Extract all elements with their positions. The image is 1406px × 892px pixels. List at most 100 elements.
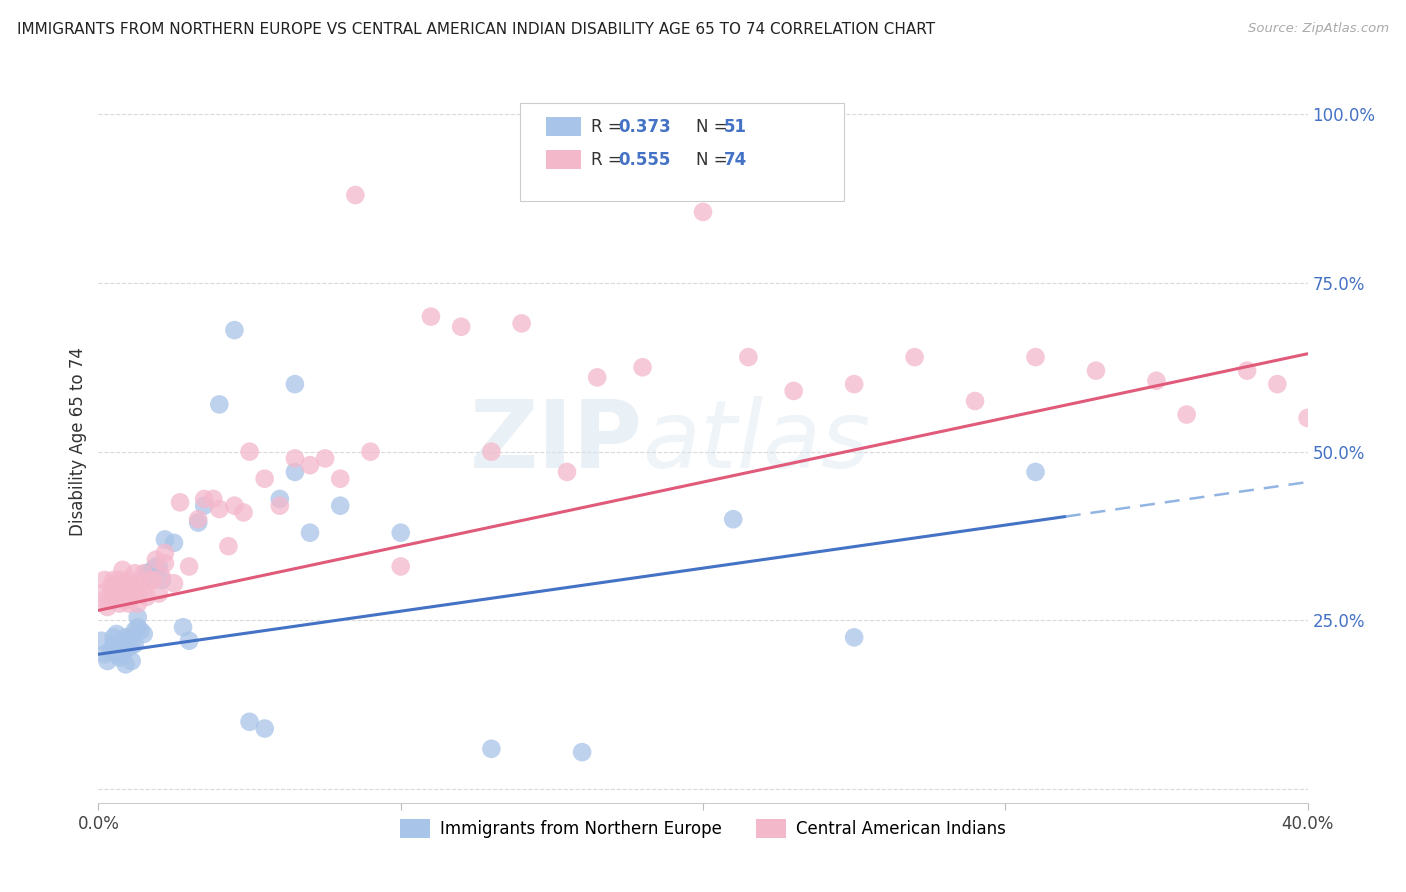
Point <box>284 465 307 479</box>
Text: 74: 74 <box>724 151 748 169</box>
Point <box>93 573 115 587</box>
Point <box>124 586 146 600</box>
Point <box>145 552 167 566</box>
Point <box>269 491 291 506</box>
Point <box>127 586 149 600</box>
Point <box>127 597 149 611</box>
Y-axis label: Disability Age 65 to 74: Disability Age 65 to 74 <box>69 347 87 536</box>
Point <box>129 624 152 638</box>
Point <box>631 360 654 375</box>
Point <box>132 627 155 641</box>
Point <box>172 620 194 634</box>
Point <box>202 491 225 506</box>
Point <box>169 495 191 509</box>
Point <box>360 444 382 458</box>
Point <box>142 563 165 577</box>
Point <box>586 370 609 384</box>
Point <box>108 597 131 611</box>
Text: R =: R = <box>591 151 627 169</box>
Point <box>145 559 167 574</box>
Point <box>124 637 146 651</box>
Point <box>253 722 276 736</box>
Point <box>124 566 146 581</box>
Point <box>108 640 131 655</box>
Point <box>1236 364 1258 378</box>
Point <box>571 745 593 759</box>
Point <box>118 573 141 587</box>
Text: ZIP: ZIP <box>470 395 643 488</box>
Point <box>105 627 128 641</box>
Point <box>1085 364 1108 378</box>
Text: atlas: atlas <box>643 396 870 487</box>
Point <box>105 580 128 594</box>
Point <box>114 631 136 645</box>
Point <box>1024 465 1046 479</box>
Point <box>111 637 134 651</box>
Point <box>135 590 157 604</box>
Point <box>163 536 186 550</box>
Point <box>965 394 987 409</box>
Point <box>555 465 578 479</box>
Point <box>105 590 128 604</box>
Point <box>284 377 307 392</box>
Point <box>783 384 806 398</box>
Point <box>193 499 215 513</box>
Point <box>139 573 162 587</box>
Point <box>844 631 866 645</box>
Point <box>187 516 209 530</box>
Point <box>114 593 136 607</box>
Point <box>284 451 307 466</box>
Point <box>127 620 149 634</box>
Point <box>93 593 115 607</box>
Point <box>187 512 209 526</box>
Point <box>299 458 322 472</box>
Point <box>737 350 759 364</box>
Point <box>1144 374 1167 388</box>
Point <box>118 631 141 645</box>
Point <box>132 566 155 581</box>
Point <box>111 583 134 598</box>
Text: R =: R = <box>591 118 627 136</box>
Text: 51: 51 <box>724 118 747 136</box>
Point <box>114 657 136 672</box>
Point <box>481 741 503 756</box>
Point <box>844 377 866 392</box>
Point <box>135 566 157 581</box>
Point <box>389 559 412 574</box>
Point <box>153 546 176 560</box>
Point <box>450 319 472 334</box>
Point <box>90 633 112 648</box>
Text: N =: N = <box>696 118 733 136</box>
Point <box>420 310 443 324</box>
Point <box>150 573 173 587</box>
Point <box>105 647 128 661</box>
Point <box>103 637 125 651</box>
Point <box>111 647 134 661</box>
Point <box>93 647 115 661</box>
Point <box>510 317 533 331</box>
Point <box>100 580 122 594</box>
Point <box>129 576 152 591</box>
Point <box>132 583 155 598</box>
Text: N =: N = <box>696 151 733 169</box>
Point <box>723 512 745 526</box>
Text: 0.555: 0.555 <box>619 151 671 169</box>
Point <box>208 397 231 411</box>
Point <box>150 569 173 583</box>
Point <box>1296 411 1319 425</box>
Point <box>239 714 262 729</box>
Point <box>100 593 122 607</box>
Point <box>121 654 143 668</box>
Point <box>299 525 322 540</box>
Point <box>139 566 162 581</box>
Point <box>1267 377 1289 392</box>
Text: 0.373: 0.373 <box>619 118 672 136</box>
Point <box>108 573 131 587</box>
Point <box>217 539 239 553</box>
Point <box>90 586 112 600</box>
Point <box>103 573 125 587</box>
Point <box>118 597 141 611</box>
Point <box>1024 350 1046 364</box>
Point <box>239 444 262 458</box>
Point <box>100 644 122 658</box>
